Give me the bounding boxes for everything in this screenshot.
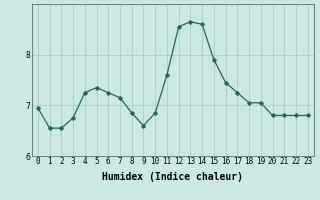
X-axis label: Humidex (Indice chaleur): Humidex (Indice chaleur) (102, 172, 243, 182)
